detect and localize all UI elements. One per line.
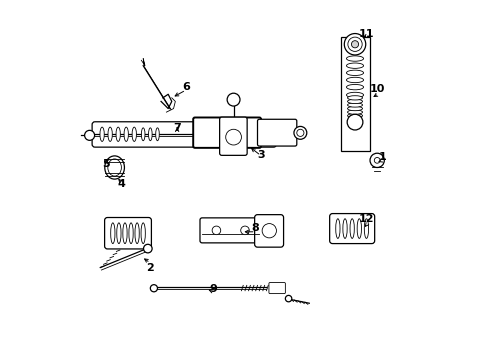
Ellipse shape xyxy=(135,223,139,244)
Text: 9: 9 xyxy=(209,284,217,294)
Ellipse shape xyxy=(364,219,368,238)
Ellipse shape xyxy=(105,156,124,179)
Ellipse shape xyxy=(343,219,347,238)
Circle shape xyxy=(144,244,152,253)
Ellipse shape xyxy=(111,223,115,244)
Ellipse shape xyxy=(346,85,364,90)
FancyBboxPatch shape xyxy=(342,37,370,152)
Ellipse shape xyxy=(108,127,112,141)
FancyBboxPatch shape xyxy=(269,283,285,294)
Ellipse shape xyxy=(346,77,364,83)
Circle shape xyxy=(294,126,307,139)
Text: 11: 11 xyxy=(359,28,374,39)
Circle shape xyxy=(297,129,304,136)
FancyBboxPatch shape xyxy=(330,213,375,244)
Circle shape xyxy=(85,130,95,140)
Ellipse shape xyxy=(141,223,146,244)
FancyBboxPatch shape xyxy=(104,217,151,249)
Circle shape xyxy=(241,226,249,235)
Ellipse shape xyxy=(116,127,121,141)
Ellipse shape xyxy=(142,128,145,141)
Ellipse shape xyxy=(346,70,364,76)
Ellipse shape xyxy=(346,63,364,68)
Text: 10: 10 xyxy=(369,84,385,94)
Circle shape xyxy=(285,296,292,302)
Text: 2: 2 xyxy=(147,262,154,273)
Ellipse shape xyxy=(124,127,128,141)
Ellipse shape xyxy=(108,159,122,176)
Ellipse shape xyxy=(347,107,363,111)
Text: 4: 4 xyxy=(118,179,126,189)
Text: 6: 6 xyxy=(182,82,190,92)
Circle shape xyxy=(226,129,242,145)
FancyBboxPatch shape xyxy=(258,119,297,146)
Circle shape xyxy=(370,153,384,167)
Ellipse shape xyxy=(347,110,363,114)
Ellipse shape xyxy=(357,219,362,238)
Circle shape xyxy=(262,224,276,238)
Circle shape xyxy=(344,33,366,55)
Ellipse shape xyxy=(132,127,136,141)
Text: 3: 3 xyxy=(257,150,265,160)
Circle shape xyxy=(374,157,380,163)
Ellipse shape xyxy=(148,128,152,141)
Ellipse shape xyxy=(347,99,363,104)
Ellipse shape xyxy=(117,223,121,244)
Circle shape xyxy=(150,285,157,292)
Ellipse shape xyxy=(347,96,363,100)
FancyBboxPatch shape xyxy=(255,215,284,247)
Ellipse shape xyxy=(336,219,340,238)
Ellipse shape xyxy=(347,113,363,118)
Ellipse shape xyxy=(350,219,354,238)
Ellipse shape xyxy=(347,103,363,107)
Text: 1: 1 xyxy=(379,152,387,162)
Text: 12: 12 xyxy=(359,214,374,224)
Circle shape xyxy=(227,93,240,106)
Circle shape xyxy=(348,37,362,51)
Ellipse shape xyxy=(129,223,133,244)
Circle shape xyxy=(212,226,220,235)
Circle shape xyxy=(351,41,359,48)
Text: 5: 5 xyxy=(102,159,109,169)
Text: 8: 8 xyxy=(252,223,260,233)
Text: 7: 7 xyxy=(173,123,181,133)
Ellipse shape xyxy=(100,127,104,141)
Ellipse shape xyxy=(156,128,159,141)
FancyBboxPatch shape xyxy=(200,218,262,243)
Ellipse shape xyxy=(346,92,364,98)
Circle shape xyxy=(347,114,363,130)
Ellipse shape xyxy=(123,223,127,244)
Ellipse shape xyxy=(346,56,364,61)
FancyBboxPatch shape xyxy=(220,117,247,156)
FancyBboxPatch shape xyxy=(193,117,261,148)
FancyBboxPatch shape xyxy=(92,122,276,147)
